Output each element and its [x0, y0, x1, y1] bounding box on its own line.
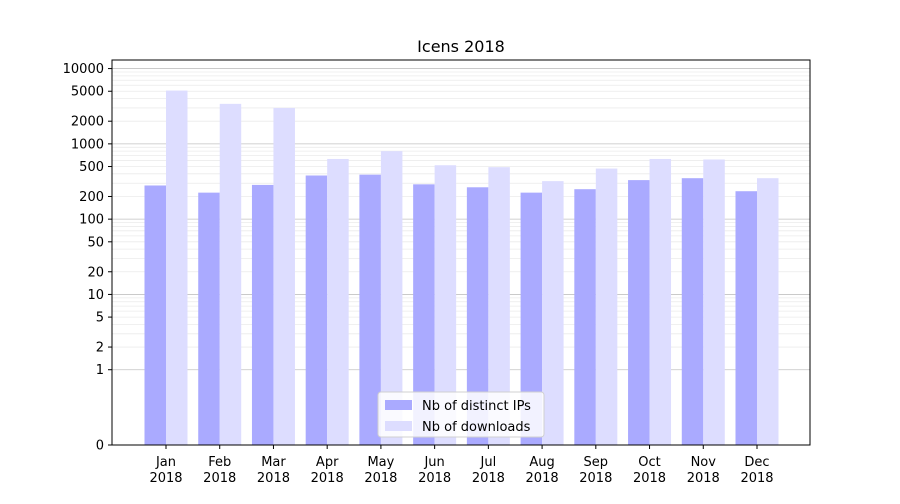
x-tick-label-year: 2018: [311, 471, 344, 486]
y-tick-label: 10: [87, 288, 104, 303]
chart-title: Icens 2018: [417, 37, 505, 56]
bar-downloads: [219, 103, 242, 445]
y-tick-label: 0: [96, 439, 104, 454]
bar-downloads: [757, 178, 779, 445]
x-tick-label-year: 2018: [579, 471, 612, 486]
y-tick-label: 500: [79, 160, 104, 175]
x-tick-label-year: 2018: [472, 471, 505, 486]
plot-frame: [111, 59, 811, 446]
bar-distinct-ips: [251, 184, 274, 446]
bar-distinct-ips: [305, 175, 328, 446]
bar-distinct-ips: [466, 187, 489, 446]
x-tick-label-year: 2018: [149, 471, 182, 486]
y-tick-label: 200: [79, 190, 104, 205]
y-tick-label: 1: [96, 363, 104, 378]
y-tick-label: 20: [87, 265, 104, 280]
bar-distinct-ips: [735, 191, 757, 445]
bar-distinct-ips: [574, 189, 596, 445]
legend-label: Nb of downloads: [422, 420, 531, 435]
x-tick-label-year: 2018: [633, 471, 666, 486]
x-tick-label-year: 2018: [740, 471, 773, 486]
x-tick-label-month: Jun: [423, 455, 444, 470]
bar-downloads: [434, 165, 457, 445]
legend-swatch: [385, 421, 412, 431]
legend-swatch: [385, 400, 412, 410]
bar-downloads: [703, 159, 725, 445]
bar-distinct-ips: [413, 184, 435, 445]
x-tick-label-month: Feb: [208, 455, 231, 470]
bar-downloads: [595, 168, 618, 445]
x-tick-label-year: 2018: [364, 471, 397, 486]
x-tick-label-month: Jul: [480, 455, 497, 470]
y-tick-label: 2000: [71, 115, 104, 130]
x-tick-label-month: Nov: [691, 455, 717, 470]
y-tick-label: 50: [87, 235, 104, 250]
x-tick-label-year: 2018: [526, 471, 559, 486]
x-tick-label-month: May: [367, 455, 394, 470]
y-tick-label: 1000: [71, 137, 104, 152]
bar-downloads: [380, 151, 403, 445]
y-tick-label: 5000: [71, 85, 104, 100]
legend-label: Nb of distinct IPs: [422, 399, 531, 414]
legend: Nb of distinct IPs Nb of downloads: [377, 391, 545, 438]
y-tick-label: 10000: [63, 62, 104, 77]
x-tick-label-month: Jan: [155, 455, 176, 470]
x-tick-label-year: 2018: [257, 471, 290, 486]
y-tick-label: 5: [96, 311, 104, 326]
bar-downloads: [542, 181, 564, 445]
bar-downloads: [273, 107, 295, 445]
bar-distinct-ips: [681, 178, 704, 445]
x-tick-label-month: Dec: [744, 455, 769, 470]
bar-distinct-ips: [198, 192, 220, 445]
bar-distinct-ips: [359, 174, 381, 445]
y-tick-label: 100: [79, 213, 104, 228]
x-tick-label-year: 2018: [687, 471, 720, 486]
bar-downloads: [649, 158, 672, 445]
bar-distinct-ips: [144, 185, 166, 445]
bar-downloads: [488, 167, 510, 445]
x-tick-label-month: Mar: [261, 455, 286, 470]
y-tick-label: 2: [96, 341, 104, 356]
x-tick-label-month: Aug: [529, 455, 554, 470]
x-tick-label-month: Oct: [638, 455, 660, 470]
bar-distinct-ips: [520, 192, 543, 445]
x-tick-label-month: Sep: [584, 455, 609, 470]
bar-downloads: [327, 158, 349, 445]
bar-downloads: [166, 90, 188, 445]
x-tick-label-year: 2018: [203, 471, 236, 486]
bar-distinct-ips: [628, 180, 650, 445]
legend-box: [377, 391, 545, 438]
x-tick-label-month: Apr: [316, 455, 339, 470]
x-tick-label-year: 2018: [418, 471, 451, 486]
